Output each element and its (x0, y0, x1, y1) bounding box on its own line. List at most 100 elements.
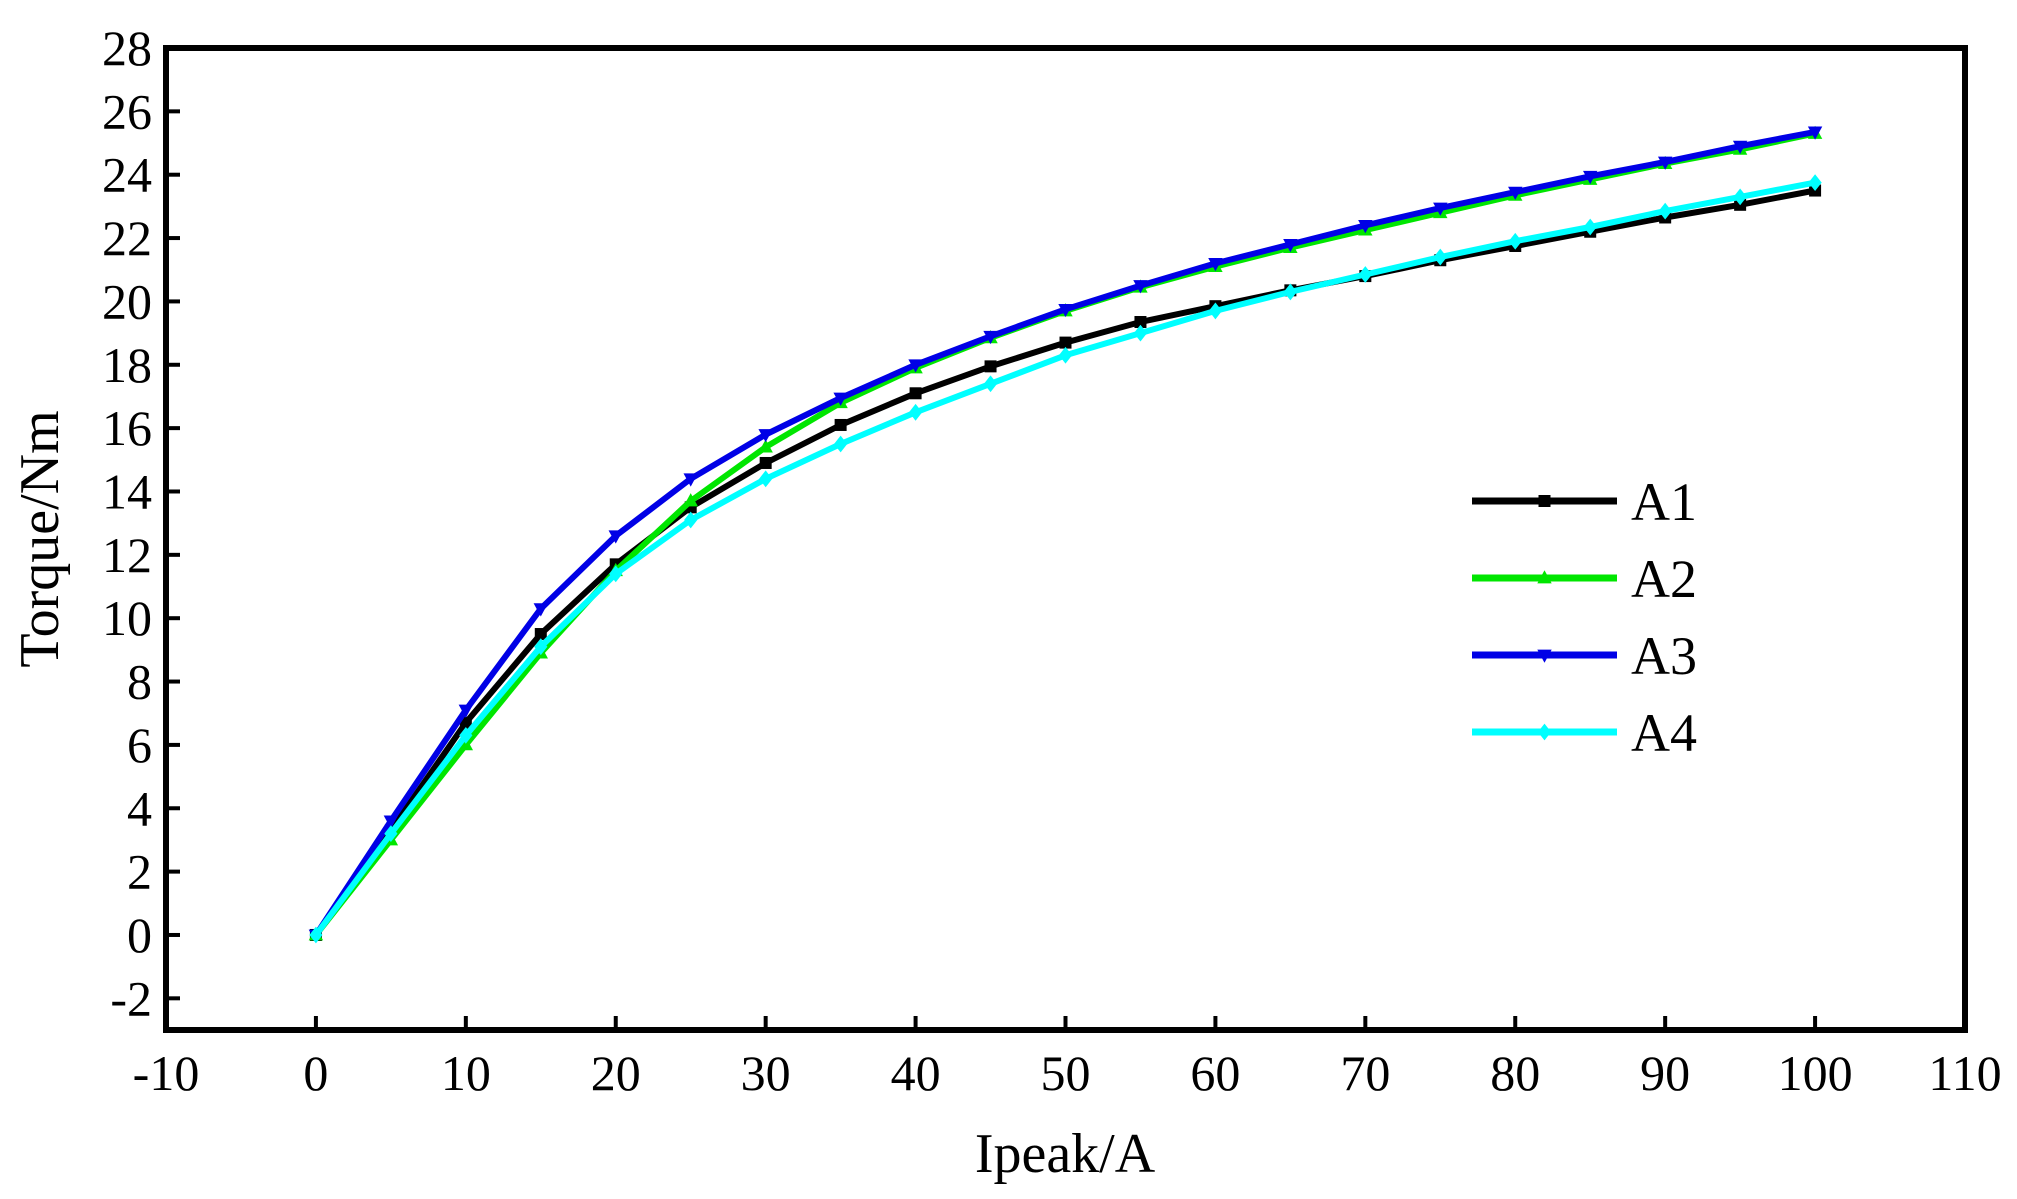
y-tick-label: 20 (102, 273, 152, 329)
data-point (1658, 202, 1672, 220)
data-point (1358, 219, 1373, 234)
legend-label: A4 (1631, 703, 1697, 763)
y-tick-label: 6 (127, 717, 152, 773)
data-point (683, 473, 698, 487)
data-point (1508, 232, 1522, 250)
data-point (1733, 188, 1747, 206)
data-point (909, 387, 922, 400)
x-tick-label: 60 (1190, 1045, 1240, 1101)
y-tick-label: -2 (110, 970, 152, 1026)
y-tick-label: 10 (102, 590, 152, 646)
data-point (384, 825, 398, 842)
data-point (1059, 336, 1072, 349)
plot-frame (163, 45, 1968, 1033)
data-point (459, 727, 473, 744)
x-tick-label: 100 (1778, 1045, 1853, 1101)
legend-item-a1: A1 (1472, 472, 1697, 532)
data-point (1433, 202, 1448, 216)
y-tick-label: 12 (102, 527, 152, 583)
data-point (683, 493, 698, 507)
x-tick-label: -10 (133, 1045, 200, 1101)
data-point (609, 565, 623, 583)
data-point (534, 638, 548, 656)
data-point (1208, 258, 1223, 272)
data-point (1433, 248, 1447, 266)
x-tick-label: 40 (891, 1045, 941, 1101)
legend-label: A3 (1631, 626, 1697, 686)
x-tick-label: 70 (1340, 1045, 1390, 1101)
series-line (313, 128, 1816, 937)
data-point (534, 628, 547, 641)
y-tick-label: 26 (102, 83, 152, 139)
data-point (1134, 316, 1147, 329)
data-point (458, 704, 474, 718)
data-point (1808, 174, 1822, 192)
y-tick-label: 8 (127, 654, 152, 710)
data-point (759, 470, 773, 488)
y-tick-label: 16 (102, 400, 152, 456)
data-point (983, 330, 998, 345)
data-point (1583, 218, 1597, 236)
x-tick-label: 90 (1640, 1045, 1690, 1101)
y-tick-label: 2 (127, 844, 152, 900)
data-point (1657, 156, 1673, 170)
data-point (1283, 239, 1298, 253)
x-tick-label: 0 (303, 1045, 328, 1101)
data-point (984, 360, 997, 373)
data-point (1537, 649, 1552, 663)
data-point (1508, 186, 1523, 200)
series-a1 (309, 184, 1822, 941)
data-point (608, 530, 623, 544)
y-tick-label: 24 (102, 147, 152, 203)
x-tick-label: 110 (1928, 1045, 2001, 1101)
x-tick-label: 30 (741, 1045, 791, 1101)
legend-item-a3: A3 (1472, 626, 1697, 686)
x-axis: -10 0 10 20 30 40 50 60 70 80 90 100 110 (133, 1016, 2002, 1101)
y-tick-label: 14 (102, 463, 152, 519)
data-point (1732, 140, 1748, 154)
data-point (533, 603, 548, 617)
x-tick-label: 80 (1490, 1045, 1540, 1101)
data-point (1133, 324, 1148, 342)
y-tick-label: 4 (127, 780, 152, 836)
series-a4 (309, 174, 1822, 944)
data-point (833, 392, 848, 406)
x-tick-label: 10 (441, 1045, 491, 1101)
legend: A1 A2 A3 A4 (1472, 472, 1697, 763)
data-point (1583, 170, 1598, 185)
series-line (313, 130, 1816, 937)
y-tick-label: 28 (102, 20, 152, 76)
data-point (1537, 570, 1552, 584)
series-line (313, 187, 1816, 937)
series-a3 (308, 126, 1823, 943)
data-point (383, 815, 399, 829)
x-tick-label: 50 (1041, 1045, 1091, 1101)
data-point (309, 926, 323, 944)
data-point (758, 439, 773, 453)
y-tick-label: 22 (102, 210, 152, 266)
data-point (759, 456, 772, 469)
data-point (1133, 280, 1148, 294)
y-tick-label: 18 (102, 337, 152, 393)
series-line (313, 179, 1816, 937)
legend-item-a2: A2 (1472, 549, 1697, 609)
data-point (1538, 495, 1551, 507)
series-layer (308, 125, 1823, 944)
data-point (758, 429, 773, 443)
data-point (1208, 302, 1223, 320)
data-point (908, 403, 923, 421)
data-point (1058, 346, 1073, 364)
data-point (908, 359, 923, 373)
legend-label: A2 (1631, 549, 1697, 609)
series-a2 (308, 125, 1823, 941)
data-point (834, 435, 848, 453)
legend-label: A1 (1631, 472, 1697, 532)
data-point (684, 511, 698, 529)
data-point (1283, 283, 1297, 301)
data-point (1537, 723, 1552, 741)
data-point (1058, 303, 1073, 318)
y-axis-title: Torque/Nm (9, 410, 71, 667)
data-point (983, 375, 998, 393)
